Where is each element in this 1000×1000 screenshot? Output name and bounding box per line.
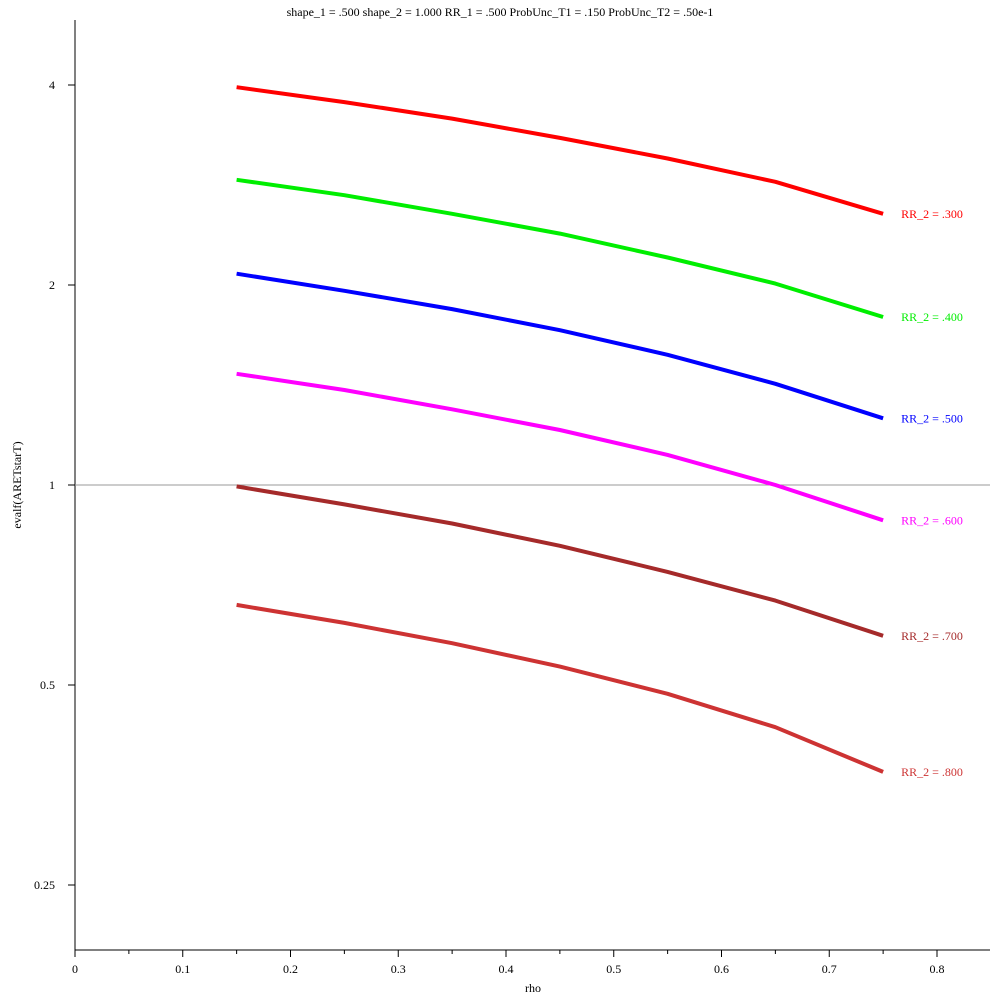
x-tick-label: 0.8 xyxy=(930,962,945,976)
y-tick-label: 0.25 xyxy=(34,878,55,892)
x-axis-label: rho xyxy=(525,981,541,995)
series-line xyxy=(236,85,884,216)
x-tick-label: 0.4 xyxy=(499,962,514,976)
series-label: RR_2 = .800 xyxy=(901,765,963,779)
series-label: RR_2 = .500 xyxy=(901,411,963,425)
y-tick-label: 2 xyxy=(49,278,55,292)
x-tick-label: 0.5 xyxy=(606,962,621,976)
series-line xyxy=(236,602,884,774)
series-label: RR_2 = .600 xyxy=(901,513,963,527)
x-tick-label: 0.3 xyxy=(391,962,406,976)
x-tick-label: 0 xyxy=(72,962,78,976)
x-tick-label: 0.2 xyxy=(283,962,298,976)
series-line xyxy=(236,271,884,421)
series-label: RR_2 = .700 xyxy=(901,629,963,643)
series-label: RR_2 = .300 xyxy=(901,207,963,221)
series-line xyxy=(236,177,884,319)
x-tick-label: 0.1 xyxy=(175,962,190,976)
plot-area: 0 0.1 0.2 0.3 0.4 0.5 0.6 0.7 0.8 0.25 0.5 1 2 4 RR_2 … xyxy=(34,20,990,976)
series-line xyxy=(236,484,884,638)
x-tick-label: 0.7 xyxy=(822,962,837,976)
y-tick-label: 0.5 xyxy=(40,678,55,692)
chart-title: shape_1 = .500 shape_2 = 1.000 RR_1 = .5… xyxy=(287,5,714,19)
y-axis-label: evalf(ARETstarT) xyxy=(10,441,24,528)
series-label: RR_2 = .400 xyxy=(901,310,963,324)
x-tick-label: 0.6 xyxy=(714,962,729,976)
y-tick-label: 1 xyxy=(49,478,55,492)
y-tick-label: 4 xyxy=(49,78,55,92)
series-line xyxy=(236,371,884,523)
